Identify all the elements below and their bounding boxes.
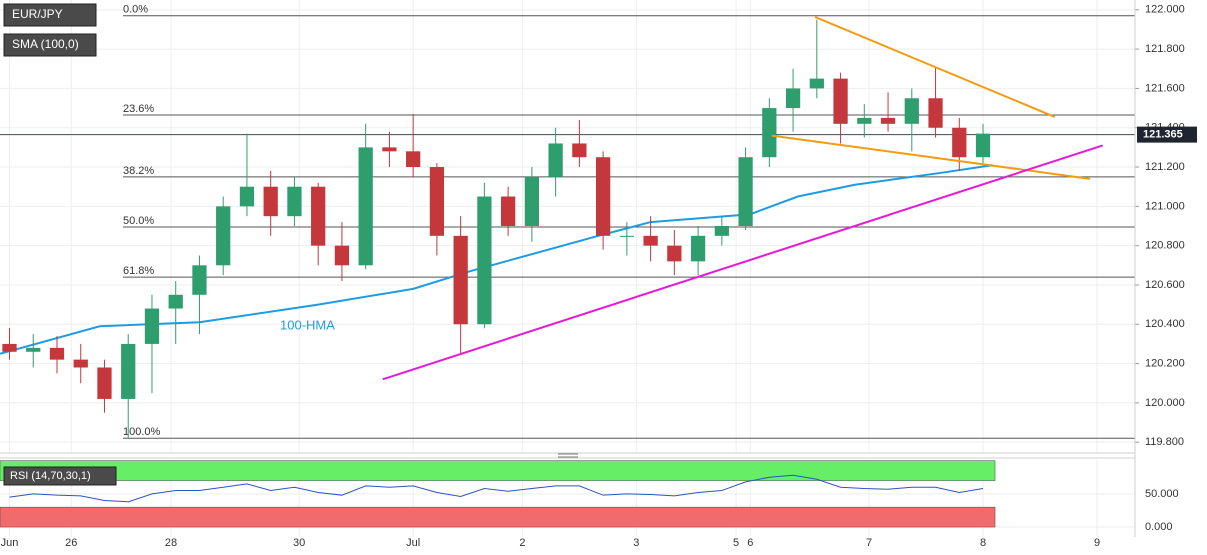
- fib-label: 100.0%: [123, 426, 161, 438]
- candle-body: [216, 206, 231, 266]
- rsi-line: [9, 474, 984, 503]
- y-tick-label: 120.400: [1145, 318, 1185, 330]
- candle-body: [144, 308, 160, 344]
- candle-body: [572, 143, 587, 158]
- candle-body: [382, 147, 397, 152]
- x-tick-label: 28: [165, 537, 177, 549]
- candle-body: [785, 88, 801, 109]
- indicator-box: [3, 466, 117, 486]
- candle-body: [121, 343, 136, 399]
- candle-body: [762, 108, 777, 158]
- x-tick-label: 8: [980, 537, 986, 549]
- candle-body: [738, 157, 753, 226]
- trendline: [814, 15, 1056, 118]
- candle-body: [619, 235, 634, 237]
- x-tick-label: 2: [519, 537, 525, 549]
- y-tick-label: 121.000: [1145, 200, 1185, 212]
- y-tick-label: 120.000: [1145, 397, 1185, 409]
- candle-body: [928, 98, 943, 128]
- trendline: [382, 144, 1104, 381]
- candle-body: [334, 245, 350, 266]
- candle-body: [667, 245, 682, 262]
- fib-label: 23.6%: [123, 103, 154, 115]
- x-tick-label: 6: [747, 537, 753, 549]
- x-tick-label: 30: [293, 537, 305, 549]
- candle-body: [809, 78, 824, 89]
- last-price-label: 121.365: [1143, 129, 1183, 141]
- candle-body: [714, 226, 729, 236]
- candle-body: [429, 167, 445, 236]
- fib-label: 50.0%: [123, 215, 154, 227]
- candle-body: [97, 367, 112, 399]
- y-tick-label: 120.800: [1145, 240, 1185, 252]
- last-price-box: [1137, 126, 1197, 143]
- indicator-title: RSI (14,70,30,1): [10, 470, 91, 482]
- candle-body: [833, 78, 848, 124]
- legend-label[interactable]: SMA (100,0): [12, 37, 79, 51]
- candle-body: [643, 235, 658, 246]
- candle-body: [358, 147, 373, 266]
- candle-body: [406, 151, 421, 168]
- x-tick-label: 5: [733, 537, 739, 549]
- candle-body: [2, 343, 17, 352]
- candle-body: [477, 196, 492, 325]
- candle-body: [168, 294, 183, 309]
- candle-body: [595, 157, 611, 236]
- candle-body: [192, 265, 207, 295]
- candle-body: [975, 133, 991, 158]
- rsi-band: [0, 506, 996, 528]
- candle-body: [690, 235, 706, 262]
- overlay-label: 100-HMA: [280, 317, 335, 332]
- y-tick-label: 121.200: [1145, 161, 1185, 173]
- y-tick-label: 121.800: [1145, 43, 1185, 55]
- x-tick-label: Jul: [406, 537, 420, 549]
- candle-body: [287, 186, 302, 217]
- y-tick-label: 119.800: [1145, 436, 1184, 448]
- candle-body: [524, 176, 540, 226]
- candle-body: [49, 347, 65, 360]
- legend-label[interactable]: EUR/JPY: [12, 7, 63, 21]
- candle-body: [548, 143, 563, 177]
- candle-body: [73, 359, 88, 368]
- y-tick-label: 121.600: [1145, 82, 1185, 94]
- candle-body: [239, 186, 255, 207]
- candle-body: [857, 117, 872, 124]
- y-tick-label: 120.200: [1145, 357, 1185, 369]
- y-tick-label: 122.000: [1145, 4, 1185, 16]
- trendline: [771, 134, 1091, 180]
- candle-body: [26, 347, 41, 352]
- candle-body: [952, 127, 967, 158]
- x-tick-label: 7: [866, 537, 872, 549]
- x-tick-label: 9: [1094, 537, 1100, 549]
- candle-body: [501, 196, 516, 226]
- candle-body: [263, 186, 278, 217]
- y-tick-label: 120.600: [1145, 279, 1185, 291]
- candle-body: [311, 186, 326, 246]
- legend-box[interactable]: [3, 3, 97, 27]
- candle-body: [453, 235, 468, 325]
- fib-label: 38.2%: [123, 165, 154, 177]
- rsi-band: [0, 460, 996, 481]
- x-tick-label: Jun: [1, 537, 19, 549]
- y-tick-label: 0.000: [1145, 521, 1173, 533]
- x-tick-label: 26: [65, 537, 77, 549]
- fib-label: 61.8%: [123, 265, 154, 277]
- fib-label: 0.0%: [123, 4, 148, 16]
- y-tick-label: 50.000: [1145, 488, 1179, 500]
- legend-box[interactable]: [3, 33, 97, 57]
- candle-body: [904, 98, 919, 124]
- x-tick-label: 3: [633, 537, 639, 549]
- candle-body: [880, 117, 896, 124]
